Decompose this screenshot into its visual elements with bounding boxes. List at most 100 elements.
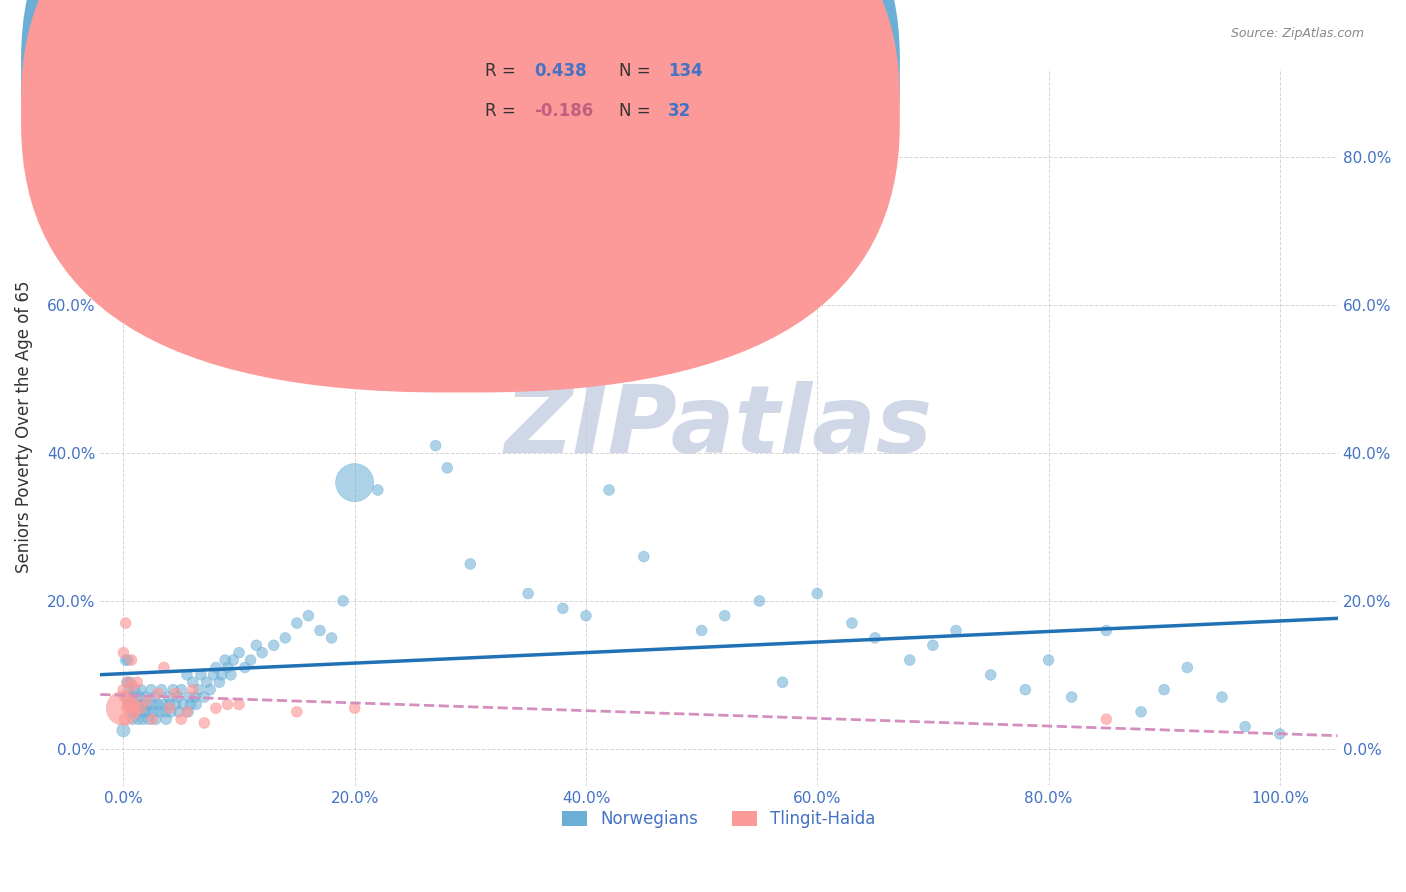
Point: [128, 690, 150, 704]
Point: [153, 705, 176, 719]
Point: [179, 698, 201, 712]
Point: [179, 690, 201, 704]
Point: [980, 668, 1002, 682]
Point: [114, 690, 136, 704]
Point: [115, 690, 138, 704]
Point: [141, 698, 163, 712]
Point: [135, 694, 157, 708]
Point: [551, 601, 574, 615]
Point: [285, 616, 308, 631]
Point: [460, 557, 482, 571]
Point: [129, 705, 152, 719]
Text: 32: 32: [668, 103, 692, 120]
Point: [186, 698, 208, 712]
Point: [297, 608, 319, 623]
Point: [1095, 624, 1118, 638]
Point: [117, 698, 139, 712]
Point: [114, 616, 136, 631]
Point: [198, 682, 221, 697]
Point: [170, 682, 193, 697]
Point: [228, 646, 250, 660]
Point: [239, 653, 262, 667]
Point: [285, 705, 308, 719]
Point: [112, 646, 135, 660]
Point: [136, 705, 159, 719]
Point: [124, 682, 146, 697]
Point: [841, 616, 863, 631]
Point: [117, 653, 139, 667]
Point: [112, 701, 135, 715]
Point: [190, 668, 212, 682]
Point: [389, 284, 412, 298]
Point: [135, 698, 157, 712]
Point: [187, 682, 209, 697]
Text: R =: R =: [485, 62, 522, 80]
Point: [1234, 720, 1257, 734]
Text: 134: 134: [668, 62, 703, 80]
Point: [343, 701, 366, 715]
Point: [121, 698, 143, 712]
Point: [202, 668, 225, 682]
Point: [139, 682, 162, 697]
Text: Source: ZipAtlas.com: Source: ZipAtlas.com: [1230, 27, 1364, 40]
Point: [219, 668, 242, 682]
Point: [436, 460, 458, 475]
Point: [153, 660, 176, 674]
Point: [176, 668, 198, 682]
Point: [129, 701, 152, 715]
Point: [217, 660, 239, 674]
Point: [193, 690, 215, 704]
Point: [205, 701, 228, 715]
Point: [114, 712, 136, 726]
Text: N =: N =: [619, 103, 655, 120]
Point: [167, 705, 190, 719]
Point: [1130, 705, 1153, 719]
Point: [120, 675, 142, 690]
Point: [863, 631, 886, 645]
Point: [690, 624, 713, 638]
Point: [141, 712, 163, 726]
Point: [127, 712, 149, 726]
Point: [1014, 682, 1036, 697]
Point: [575, 608, 598, 623]
Point: [153, 698, 176, 712]
Point: [118, 682, 141, 697]
Point: [274, 631, 297, 645]
Point: [125, 705, 148, 719]
Point: [131, 698, 153, 712]
Point: [150, 682, 173, 697]
Point: [517, 586, 540, 600]
Point: [159, 701, 181, 715]
Point: [146, 698, 169, 712]
Point: [211, 668, 233, 682]
Y-axis label: Seniors Poverty Over the Age of 65: Seniors Poverty Over the Age of 65: [15, 281, 32, 574]
Point: [134, 705, 156, 719]
Point: [127, 698, 149, 712]
Point: [162, 682, 184, 697]
Point: [115, 675, 138, 690]
Point: [170, 712, 193, 726]
Point: [367, 483, 389, 497]
Point: [155, 712, 177, 726]
Point: [922, 638, 945, 652]
Point: [114, 653, 136, 667]
Point: [124, 698, 146, 712]
Point: [214, 653, 236, 667]
Point: [173, 698, 195, 712]
Text: ZIPatlas: ZIPatlas: [505, 381, 934, 473]
Point: [1268, 727, 1291, 741]
Point: [120, 701, 142, 715]
Point: [713, 608, 735, 623]
Point: [598, 483, 620, 497]
Point: [122, 705, 145, 719]
Point: [332, 594, 354, 608]
Point: [633, 549, 655, 564]
Point: [205, 660, 228, 674]
Point: [193, 715, 215, 730]
Point: [748, 594, 770, 608]
Point: [118, 694, 141, 708]
Point: [165, 698, 187, 712]
Point: [343, 475, 366, 490]
Point: [127, 675, 149, 690]
Point: [121, 653, 143, 667]
